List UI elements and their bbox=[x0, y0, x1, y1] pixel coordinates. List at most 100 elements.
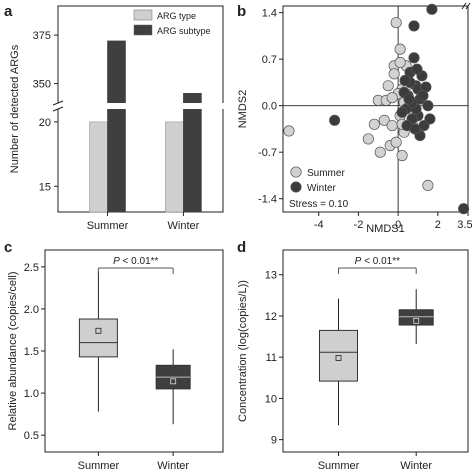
y-tick-label-b: -0.7 bbox=[258, 147, 277, 159]
legend-label: Summer bbox=[307, 168, 345, 179]
scatter-point-winter bbox=[458, 203, 470, 215]
scatter-point-winter bbox=[408, 20, 420, 32]
legend-marker-summer bbox=[290, 166, 302, 178]
x-tick-label-a: Summer bbox=[87, 220, 129, 232]
axis-break-mark-left-top bbox=[52, 100, 64, 106]
y-tick-label-b: 0.7 bbox=[262, 54, 277, 66]
panel-letter-a: a bbox=[4, 3, 13, 20]
x-tick-label-b: 3.52 bbox=[457, 219, 472, 231]
scatter-point-summer bbox=[378, 114, 390, 126]
y-tick-label-d: 11 bbox=[266, 352, 277, 364]
scatter-point-summer bbox=[390, 17, 402, 29]
scatter-point-summer bbox=[388, 68, 400, 80]
significance-label-c: P < 0.01** bbox=[113, 256, 158, 267]
scatter-point-winter bbox=[422, 100, 434, 112]
y-tick-label-b: -1.4 bbox=[258, 194, 277, 206]
y-axis-label-c: Relative abundance (copies/cell) bbox=[7, 272, 19, 431]
legend-swatch-arg-subtype bbox=[133, 24, 153, 36]
x-axis-label-b: NMDS1 bbox=[366, 223, 405, 235]
scatter-point-winter bbox=[424, 113, 436, 125]
mean-marker-d-1 bbox=[413, 317, 420, 324]
y-tick-label-a-lower: 15 bbox=[39, 181, 51, 193]
scatter-point-summer bbox=[374, 146, 386, 158]
scatter-point-summer bbox=[390, 136, 402, 148]
x-tick-label-b: 0 bbox=[395, 219, 401, 231]
legend-label: ARG subtype bbox=[157, 26, 211, 36]
scatter-point-summer bbox=[422, 179, 434, 191]
p-value-text: < 0.01** bbox=[120, 256, 159, 267]
y-axis-label-b: NMDS2 bbox=[237, 90, 249, 129]
scatter-point-summer bbox=[396, 149, 408, 162]
axis-break-mark-left-bottom bbox=[52, 106, 64, 112]
x-tick-label-b: -4 bbox=[314, 219, 324, 231]
x-tick-label-d: Summer bbox=[318, 460, 360, 472]
scatter-point-winter bbox=[329, 114, 341, 126]
scatter-point-summer bbox=[362, 133, 374, 145]
axis-break-mark-b-2 bbox=[465, 2, 471, 10]
axis-break-mark-b-1 bbox=[461, 2, 467, 10]
bar-arg-type-summer bbox=[89, 121, 108, 213]
y-tick-label-b: 1.4 bbox=[262, 8, 277, 20]
panel-b-frame bbox=[282, 5, 469, 213]
scatter-point-summer bbox=[394, 43, 406, 55]
y-axis-label-a: Number of detected ARGs bbox=[9, 44, 21, 173]
significance-label-d: P < 0.01** bbox=[355, 256, 400, 267]
y-tick-label-b: 0.0 bbox=[262, 101, 277, 113]
scatter-point-winter bbox=[408, 52, 420, 64]
y-tick-label-c: 2.5 bbox=[24, 262, 39, 274]
legend-label: ARG type bbox=[157, 11, 196, 21]
box-d-winter bbox=[398, 309, 434, 326]
panel-letter-c: c bbox=[4, 239, 12, 256]
y-tick-label-d: 13 bbox=[265, 270, 277, 282]
scatter-point-winter bbox=[411, 63, 423, 75]
panel-letter-d: d bbox=[237, 239, 246, 256]
scatter-point-winter bbox=[396, 106, 408, 118]
mean-marker-c-0 bbox=[95, 327, 102, 334]
y-tick-label-d: 9 bbox=[271, 435, 277, 447]
y-tick-label-a-upper: 350 bbox=[33, 79, 51, 91]
legend-marker-winter bbox=[290, 181, 302, 193]
scatter-point-summer bbox=[382, 80, 394, 92]
p-value-symbol: P bbox=[355, 256, 362, 267]
x-tick-label-b: -2 bbox=[354, 219, 364, 231]
scatter-point-summer bbox=[386, 92, 398, 104]
mean-marker-c-1 bbox=[170, 378, 177, 385]
p-value-symbol: P bbox=[113, 256, 120, 267]
x-tick-label-d: Winter bbox=[400, 460, 432, 472]
legend-swatch-arg-type bbox=[133, 9, 153, 21]
legend-label: Winter bbox=[307, 183, 337, 194]
mean-marker-d-0 bbox=[335, 355, 342, 361]
scatter-point-summer bbox=[386, 120, 398, 132]
axis-break-gap bbox=[52, 103, 229, 109]
y-tick-label-c: 1.5 bbox=[24, 346, 39, 358]
x-tick-label-c: Winter bbox=[157, 460, 189, 472]
y-axis-label-d: Concentration (log(copies/L)) bbox=[237, 280, 249, 422]
y-tick-label-c: 2.0 bbox=[24, 304, 39, 316]
panel-letter-b: b bbox=[237, 3, 246, 20]
scatter-point-winter bbox=[426, 3, 438, 15]
scatter-point-summer bbox=[394, 56, 406, 69]
bar-arg-type-winter bbox=[165, 121, 184, 213]
y-tick-label-d: 12 bbox=[265, 311, 277, 323]
panel-d-frame bbox=[282, 249, 469, 453]
scatter-point-winter bbox=[403, 93, 415, 105]
bar-arg-subtype-summer bbox=[107, 40, 126, 213]
x-tick-label-c: Summer bbox=[78, 460, 120, 472]
bar-arg-subtype-winter bbox=[183, 93, 202, 213]
y-tick-label-c: 1.0 bbox=[24, 388, 39, 400]
stress-annotation: Stress = 0.10 bbox=[289, 199, 349, 210]
scatter-point-winter bbox=[399, 74, 411, 86]
scatter-point-summer bbox=[283, 125, 295, 137]
y-tick-label-a-lower: 20 bbox=[39, 117, 51, 129]
y-tick-label-d: 10 bbox=[265, 393, 277, 405]
x-tick-label-a: Winter bbox=[168, 220, 200, 232]
y-tick-label-a-upper: 375 bbox=[33, 30, 51, 42]
scatter-point-winter bbox=[417, 90, 429, 102]
scatter-point-winter bbox=[409, 123, 421, 135]
scatter-point-summer bbox=[368, 118, 380, 130]
x-tick-label-b: 2 bbox=[435, 219, 441, 231]
y-tick-label-c: 0.5 bbox=[24, 430, 39, 442]
panel-c-frame bbox=[44, 249, 224, 453]
p-value-text: < 0.01** bbox=[361, 256, 400, 267]
